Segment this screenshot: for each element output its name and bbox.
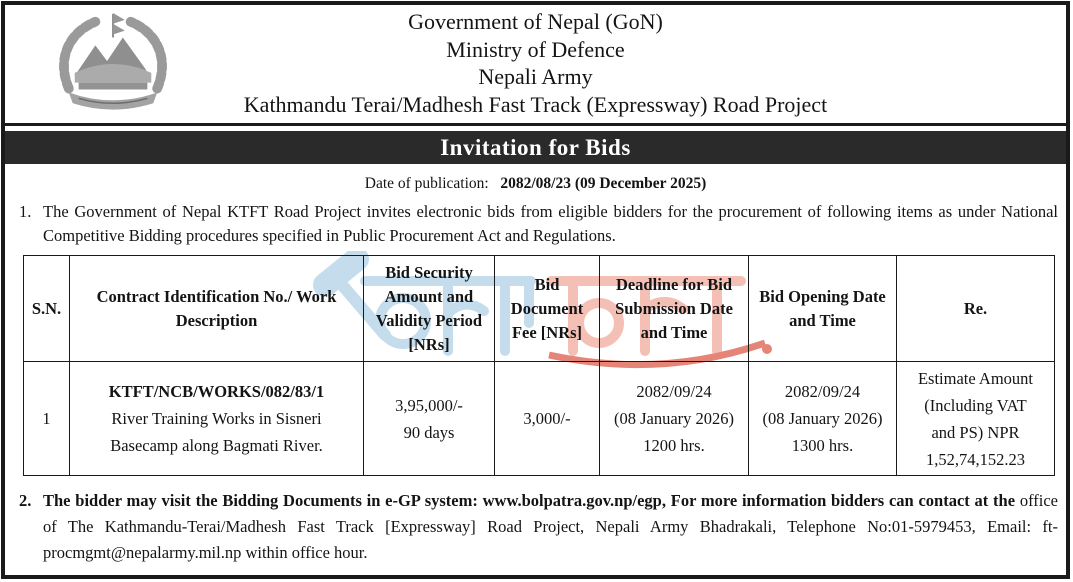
publication-date-line: Date of publication: 2082/08/23 (09 Dece… xyxy=(5,175,1066,193)
cell-bid-document-fee: 3,000/- xyxy=(494,361,600,476)
org-line-project: Kathmandu Terai/Madhesh Fast Track (Expr… xyxy=(243,91,828,117)
clause-2-number: 2. xyxy=(19,491,32,510)
opening-date-bs: 2082/09/24 xyxy=(784,382,861,401)
header-bid-security: Bid Security Amount and Validity Period … xyxy=(363,255,495,362)
header-bid-document-fee: Bid Document Fee [NRs] xyxy=(494,255,600,362)
bid-security-amount: 3,95,000/- xyxy=(395,395,463,415)
invitation-banner: Invitation for Bids xyxy=(5,131,1066,164)
opening-date-ad: (08 January 2026) xyxy=(762,409,883,428)
estimate-line-3: and PS) NPR xyxy=(931,422,1020,442)
clause-1-text: The Government of Nepal KTFT Road Projec… xyxy=(43,202,1058,245)
cell-sn: 1 xyxy=(23,361,70,476)
deadline-time: 1200 hrs. xyxy=(643,436,705,455)
clause-2-text: The bidder may visit the Bidding Documen… xyxy=(43,488,1058,566)
estimate-line-2: (Including VAT xyxy=(924,395,1027,415)
clause-2-text-regular: office of The Kathmandu-Terai/Madhesh Fa… xyxy=(43,491,1058,562)
header-bid-opening: Bid Opening Date and Time xyxy=(748,255,897,362)
header-sn: S.N. xyxy=(23,255,70,362)
header-deadline-submission: Deadline for Bid Submission Date and Tim… xyxy=(599,255,749,362)
cell-deadline: 2082/09/24 (08 January 2026) 1200 hrs. xyxy=(599,361,749,476)
opening-time: 1300 hrs. xyxy=(791,436,854,455)
document-header: Government of Nepal (GoN) Ministry of De… xyxy=(5,5,1066,126)
org-line-ministry: Ministry of Defence xyxy=(446,36,625,62)
cell-bid-security: 3,95,000/- 90 days xyxy=(363,361,495,476)
header-contract-identification: Contract Identification No./ Work Descri… xyxy=(69,255,364,362)
cell-re: Estimate Amount (Including VAT and PS) N… xyxy=(896,361,1055,476)
header-re: Re. xyxy=(896,255,1055,362)
estimate-amount: 1,52,74,152.23 xyxy=(926,449,1025,469)
clause-1: 1. The Government of Nepal KTFT Road Pro… xyxy=(17,200,1058,247)
bid-security-validity: 90 days xyxy=(403,422,455,442)
bid-table-header-row: S.N. Contract Identification No./ Work D… xyxy=(23,255,1055,362)
org-line-government: Government of Nepal (GoN) xyxy=(408,9,663,34)
publication-date-label: Date of publication: xyxy=(364,175,489,192)
work-description: River Training Works in Sisneri Basecamp… xyxy=(110,409,323,455)
bid-table-row: 1 KTFT/NCB/WORKS/082/83/1 River Training… xyxy=(23,361,1055,476)
deadline-date-ad: (08 January 2026) xyxy=(613,409,735,428)
clause-1-number: 1. xyxy=(19,202,32,221)
publication-date-value: 2082/08/23 (09 December 2025) xyxy=(500,175,707,192)
cell-contract: KTFT/NCB/WORKS/082/83/1 River Training W… xyxy=(69,361,364,476)
contract-id: KTFT/NCB/WORKS/082/83/1 xyxy=(108,382,325,401)
organization-titles: Government of Nepal (GoN) Ministry of De… xyxy=(5,8,1066,118)
estimate-line-1: Estimate Amount xyxy=(917,368,1034,388)
bid-table: S.N. Contract Identification No./ Work D… xyxy=(23,255,1055,476)
clause-2: 2. The bidder may visit the Bidding Docu… xyxy=(17,488,1058,566)
org-line-army: Nepali Army xyxy=(478,64,593,89)
clause-2-text-bold: The bidder may visit the Bidding Documen… xyxy=(43,491,1020,510)
deadline-date-bs: 2082/09/24 xyxy=(636,382,712,401)
cell-opening: 2082/09/24 (08 January 2026) 1300 hrs. xyxy=(748,361,897,476)
nepal-coat-of-arms-icon xyxy=(59,12,167,110)
